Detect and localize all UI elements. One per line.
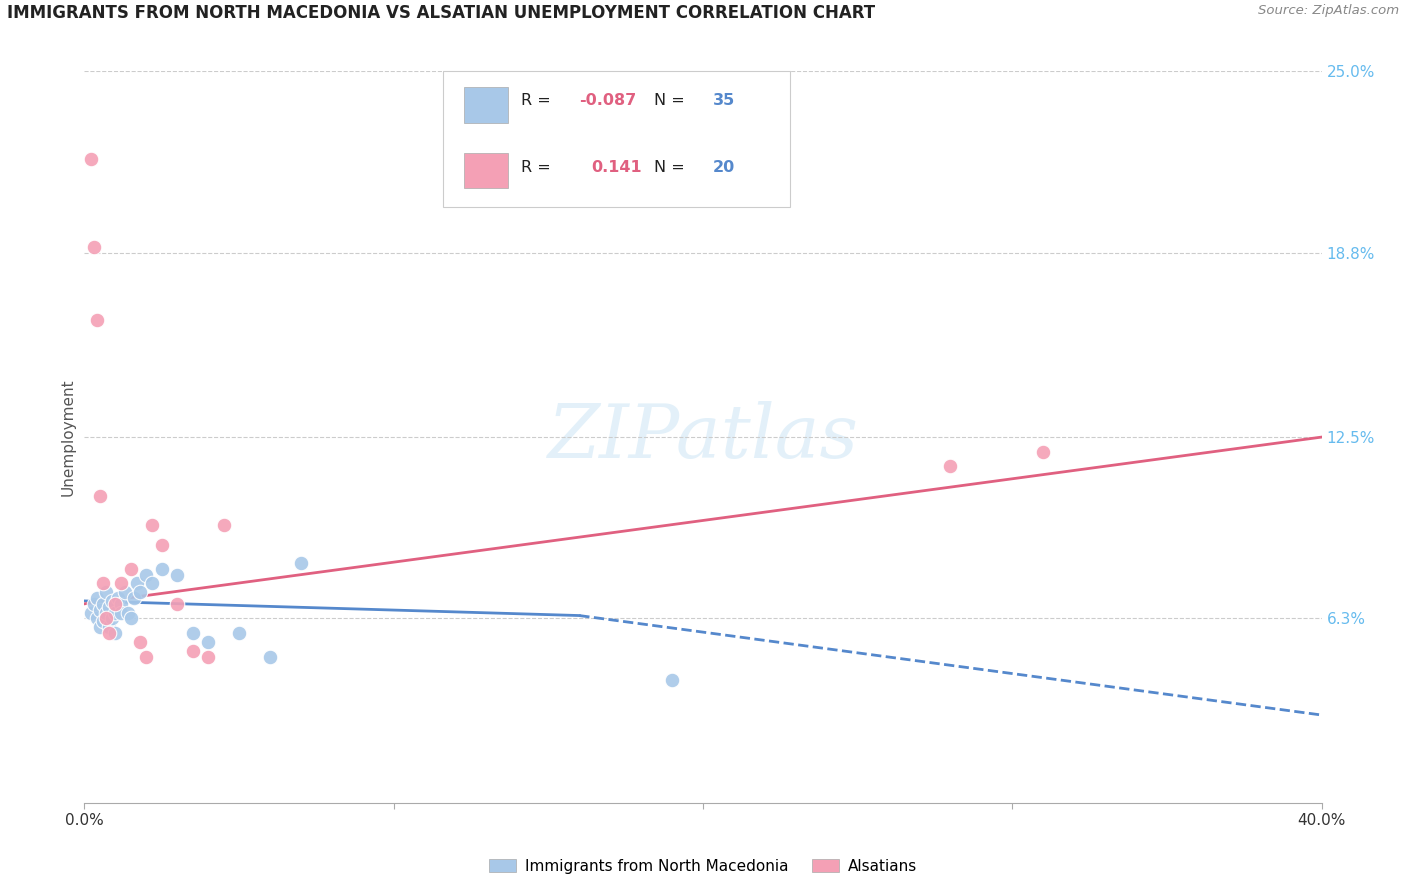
- Point: [290, 556, 312, 570]
- Point: [1032, 444, 1054, 458]
- Point: [94, 585, 117, 599]
- Point: [86, 591, 108, 605]
- Text: 20: 20: [713, 161, 735, 176]
- Text: ZIPatlas: ZIPatlas: [547, 401, 859, 474]
- Text: 0.141: 0.141: [592, 161, 643, 176]
- Point: [259, 649, 281, 664]
- Point: [89, 603, 111, 617]
- Point: [120, 611, 142, 625]
- Text: Source: ZipAtlas.com: Source: ZipAtlas.com: [1258, 4, 1399, 18]
- Point: [122, 591, 145, 605]
- Point: [181, 643, 204, 657]
- Point: [86, 313, 108, 327]
- Point: [212, 517, 235, 532]
- FancyBboxPatch shape: [443, 71, 790, 207]
- Point: [110, 597, 132, 611]
- Point: [98, 626, 121, 640]
- Point: [101, 611, 124, 625]
- Point: [98, 620, 121, 634]
- Point: [114, 585, 136, 599]
- Point: [110, 576, 132, 591]
- Point: [166, 567, 188, 582]
- Point: [150, 538, 173, 552]
- Bar: [464, 153, 508, 188]
- Point: [104, 597, 127, 611]
- Point: [117, 606, 139, 620]
- Point: [86, 611, 108, 625]
- Text: IMMIGRANTS FROM NORTH MACEDONIA VS ALSATIAN UNEMPLOYMENT CORRELATION CHART: IMMIGRANTS FROM NORTH MACEDONIA VS ALSAT…: [7, 4, 875, 22]
- Point: [104, 606, 127, 620]
- Point: [89, 620, 111, 634]
- Point: [98, 599, 121, 614]
- Bar: [464, 87, 508, 122]
- Point: [141, 517, 163, 532]
- Point: [104, 626, 127, 640]
- Point: [129, 585, 152, 599]
- Point: [91, 597, 114, 611]
- Y-axis label: Unemployment: Unemployment: [60, 378, 76, 496]
- Point: [166, 597, 188, 611]
- Point: [181, 626, 204, 640]
- Text: N =: N =: [654, 161, 689, 176]
- Point: [101, 594, 124, 608]
- Point: [125, 576, 148, 591]
- Point: [89, 489, 111, 503]
- Point: [197, 635, 219, 649]
- Point: [91, 576, 114, 591]
- Point: [91, 615, 114, 629]
- Point: [79, 152, 101, 166]
- Point: [661, 673, 683, 687]
- Point: [107, 591, 129, 605]
- Point: [150, 562, 173, 576]
- Point: [135, 649, 157, 664]
- Point: [79, 606, 101, 620]
- Text: R =: R =: [522, 93, 555, 108]
- Point: [94, 611, 117, 625]
- Point: [135, 567, 157, 582]
- Point: [94, 606, 117, 620]
- Point: [141, 576, 163, 591]
- Text: R =: R =: [522, 161, 555, 176]
- Point: [83, 597, 105, 611]
- Point: [939, 459, 962, 474]
- Point: [110, 606, 132, 620]
- Text: 35: 35: [713, 93, 735, 108]
- Point: [83, 240, 105, 254]
- Legend: Immigrants from North Macedonia, Alsatians: Immigrants from North Macedonia, Alsatia…: [482, 853, 924, 880]
- Point: [120, 562, 142, 576]
- Point: [197, 649, 219, 664]
- Point: [129, 635, 152, 649]
- Text: N =: N =: [654, 93, 689, 108]
- Point: [228, 626, 250, 640]
- Text: -0.087: -0.087: [579, 93, 637, 108]
